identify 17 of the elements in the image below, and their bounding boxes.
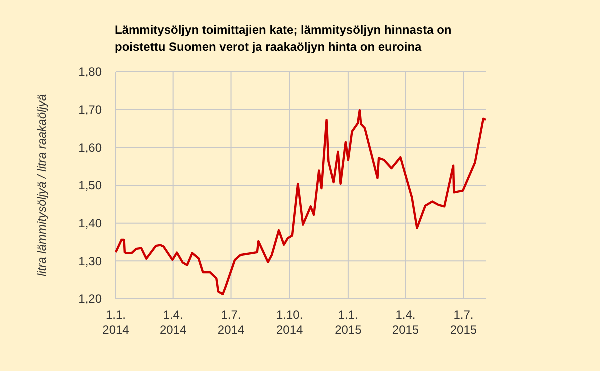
y-axis-title: litra lämmitysöljyä / litra raakaöljyä	[35, 94, 49, 277]
y-tick-label: 1,40	[78, 216, 102, 231]
x-tick-label: 1.7. 2015	[450, 308, 478, 337]
x-tick-label: 1.10. 2014	[276, 308, 304, 337]
x-tick-label: 1.7. 2014	[218, 308, 245, 337]
chart-title: Lämmitysöljyn toimittajien kate; lämmitysöljyn hinnasta on poistettu Suomen verot ja raakaöljyn hinta on euroina	[115, 23, 452, 54]
x-tick-label: 1.4. 2015	[392, 308, 420, 337]
line-series	[114, 109, 488, 296]
x-tick-label: 1.1. 2014	[102, 308, 130, 337]
y-tick-label: 1,30	[78, 254, 102, 268]
x-tick-label: 1.1. 2015	[335, 308, 362, 337]
y-tick-label: 1,60	[78, 140, 102, 155]
y-tick-label: 1,70	[78, 103, 102, 118]
y-tick-label: 1,80	[78, 65, 102, 80]
x-tick-label: 1.4. 2014	[160, 308, 187, 337]
y-tick-label: 1,50	[78, 178, 102, 193]
y-tick-label: 1,20	[78, 292, 102, 306]
